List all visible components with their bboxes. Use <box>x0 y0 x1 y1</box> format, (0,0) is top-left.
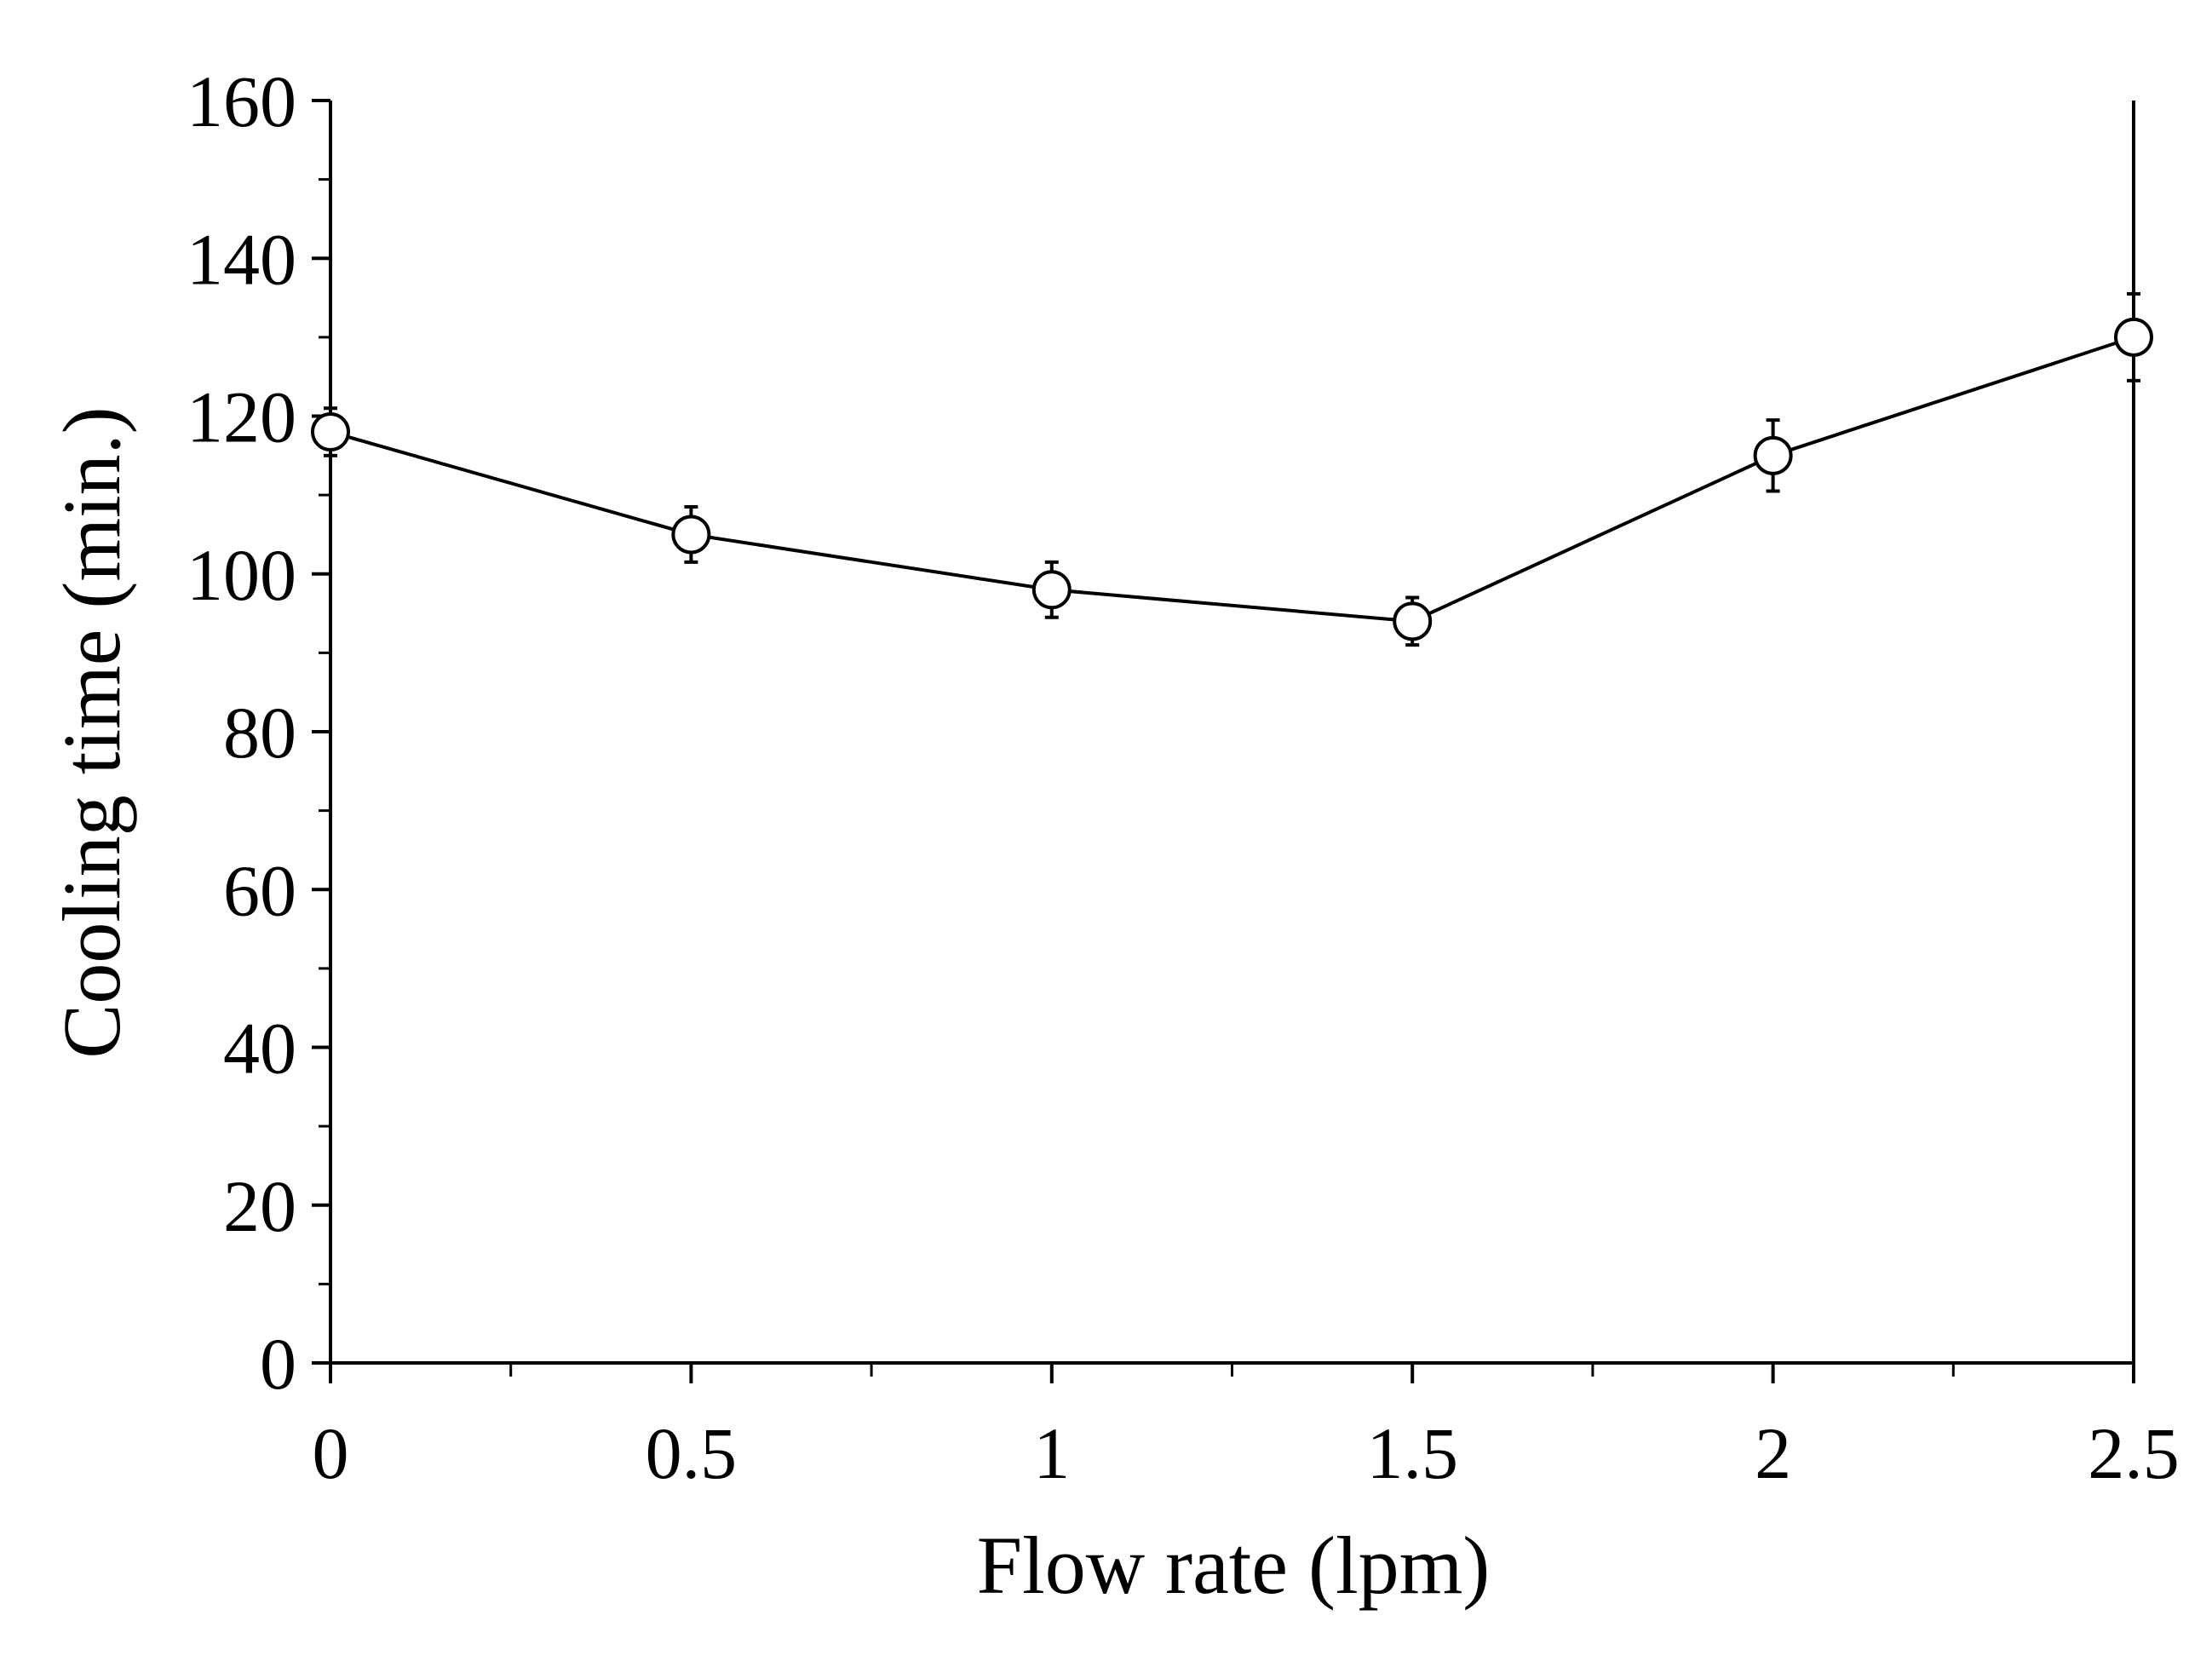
x-tick-label: 2 <box>1755 1412 1791 1494</box>
y-tick-label: 160 <box>187 60 296 142</box>
y-tick-label: 80 <box>223 692 296 773</box>
x-axis-title: Flow rate (lpm) <box>977 1520 1491 1611</box>
series-layer <box>311 291 2153 647</box>
x-tick-label: 0 <box>313 1412 349 1494</box>
data-point <box>1393 601 1433 641</box>
y-tick-label: 100 <box>187 534 296 616</box>
data-point <box>671 515 711 555</box>
x-tick-label: 1.5 <box>1366 1412 1458 1494</box>
x-tick-label: 0.5 <box>646 1412 738 1494</box>
y-tick-label: 140 <box>187 218 296 300</box>
data-point <box>1031 570 1072 610</box>
ticks-layer: 0 20 40 60 80 100 120 140 160 0 0.5 1 1.5 2 2.5 <box>187 60 2180 1494</box>
series-line <box>330 335 2134 624</box>
y-tick-label: 60 <box>223 849 296 931</box>
data-point <box>311 412 350 452</box>
data-point <box>2114 317 2153 357</box>
axes-layer <box>329 101 2135 1365</box>
y-axis-title: Cooling time (min.) <box>46 406 137 1058</box>
y-tick-label: 40 <box>223 1008 296 1089</box>
data-point <box>1753 435 1793 475</box>
y-tick-label: 20 <box>223 1165 296 1247</box>
x-tick-label: 1 <box>1033 1412 1070 1494</box>
y-tick-label: 0 <box>260 1323 296 1405</box>
x-tick-label: 2.5 <box>2088 1412 2180 1494</box>
y-tick-label: 120 <box>187 377 296 458</box>
